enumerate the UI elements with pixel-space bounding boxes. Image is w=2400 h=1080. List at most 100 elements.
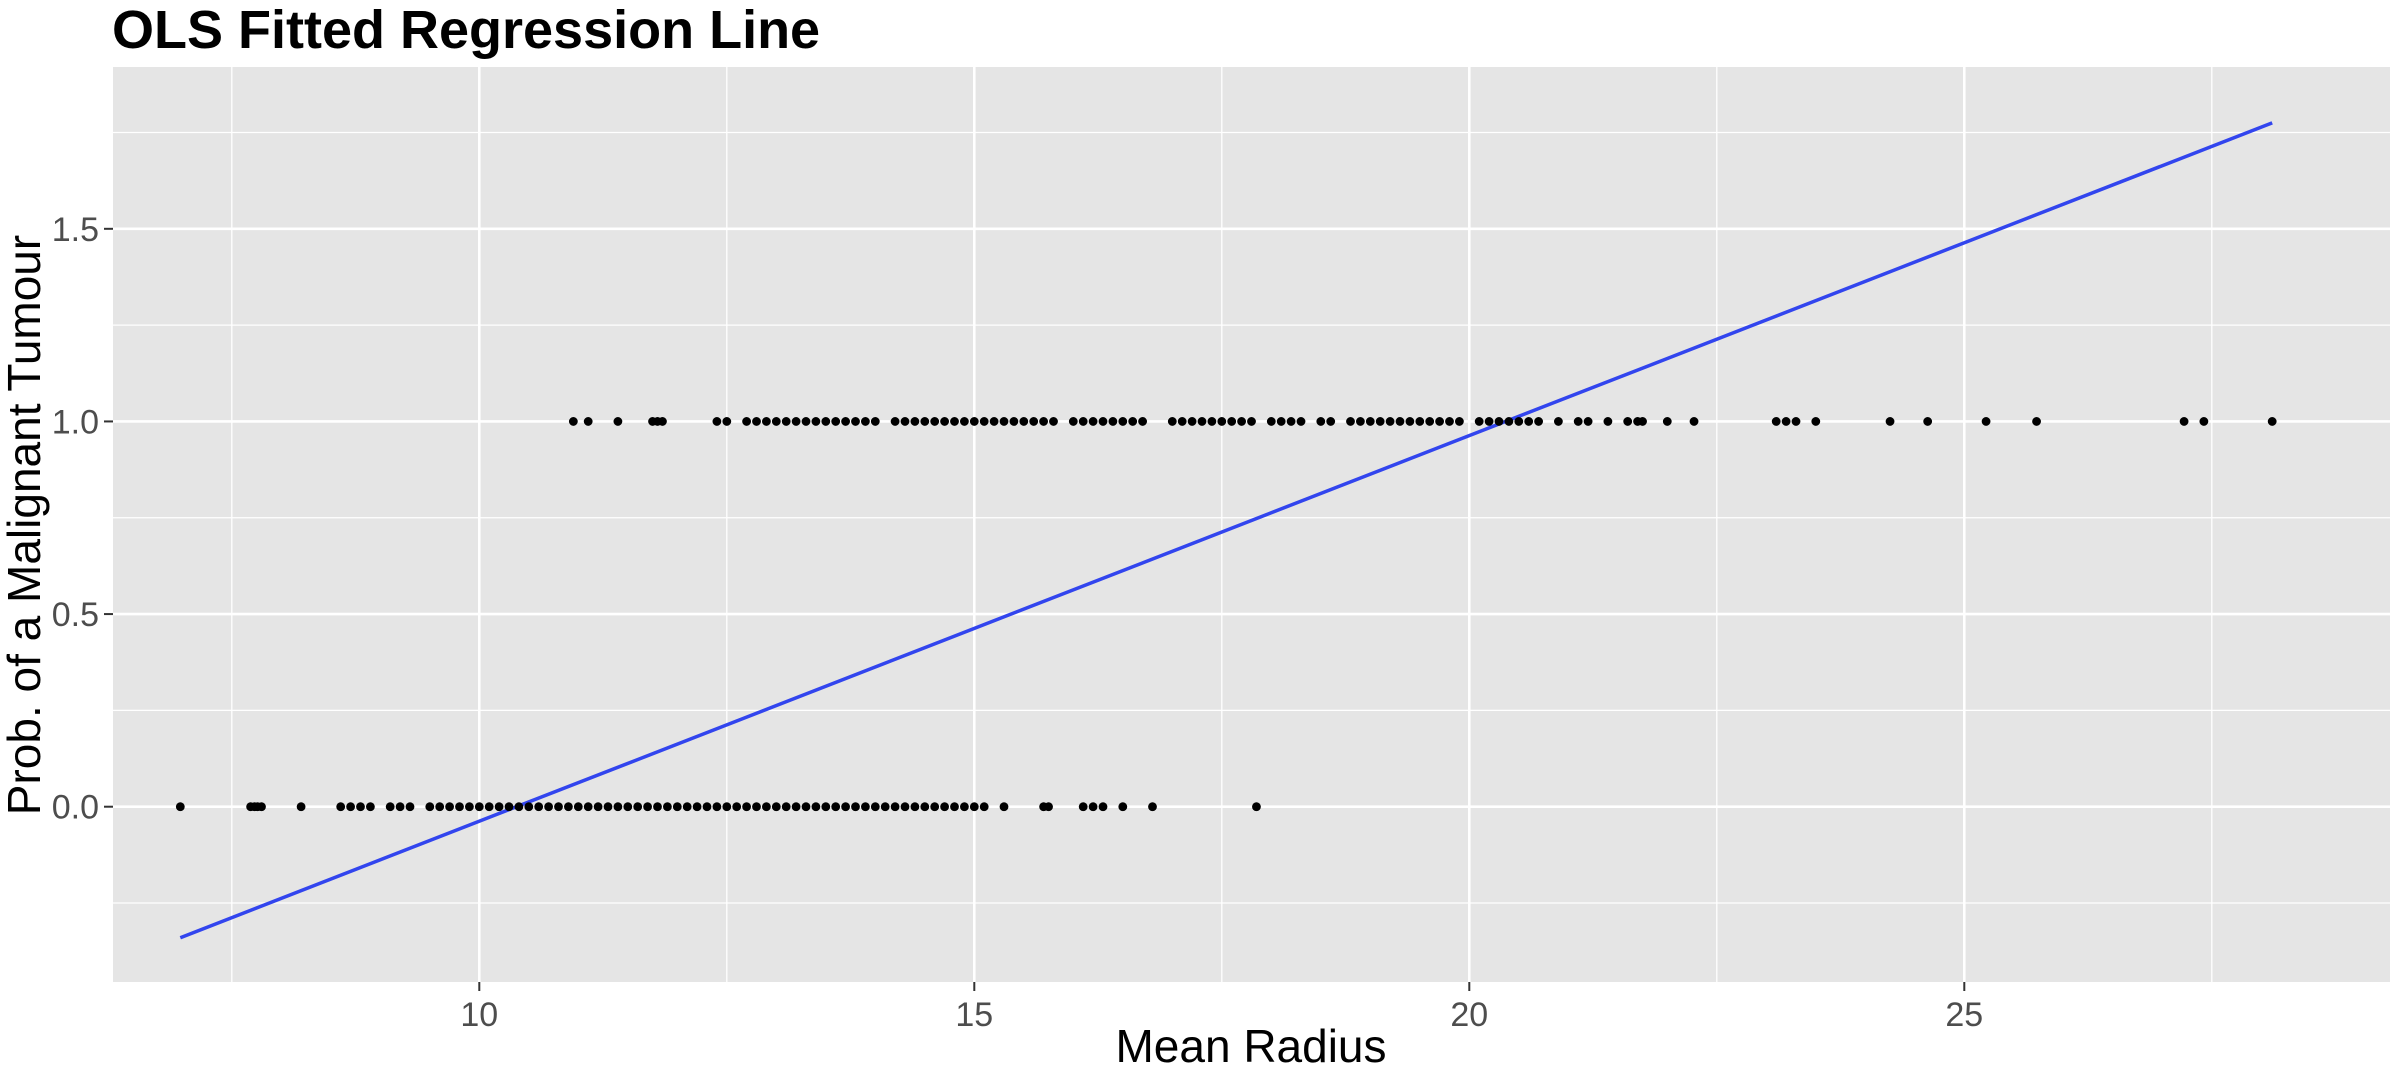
data-point (554, 802, 563, 812)
data-point (950, 417, 959, 426)
data-point (999, 802, 1009, 812)
data-point (1455, 417, 1464, 426)
data-point (1326, 417, 1336, 426)
data-point (702, 802, 712, 812)
data-point (395, 802, 405, 812)
data-point (712, 417, 722, 426)
data-point (821, 802, 831, 812)
data-point (1554, 417, 1563, 426)
data-point (771, 802, 781, 812)
data-point (2199, 417, 2209, 426)
data-point (613, 802, 623, 812)
data-point (1494, 417, 1504, 426)
data-point (1138, 417, 1147, 426)
data-point (474, 802, 484, 812)
data-point (950, 802, 959, 812)
data-point (445, 802, 454, 812)
data-point (1811, 417, 1821, 426)
data-point (1167, 417, 1177, 426)
data-point (1237, 417, 1246, 426)
data-point (1187, 417, 1197, 426)
data-point (1583, 417, 1593, 426)
y-tick-label: 1.0 (52, 403, 99, 441)
data-point (752, 802, 761, 812)
data-point (1771, 417, 1781, 426)
data-point (583, 417, 593, 426)
data-point (712, 802, 722, 812)
data-point (643, 802, 652, 812)
data-point (1415, 417, 1425, 426)
data-point (296, 802, 306, 812)
data-point (1781, 417, 1791, 426)
data-point (900, 417, 910, 426)
data-point (791, 417, 801, 426)
data-point (979, 417, 989, 426)
x-axis: 10 15 20 25 (460, 982, 1983, 1034)
data-point (1286, 417, 1296, 426)
data-point (603, 802, 613, 812)
data-point (1923, 417, 1933, 426)
data-point (2032, 417, 2041, 426)
data-point (1029, 417, 1039, 426)
data-point (771, 417, 781, 426)
data-point (1039, 417, 1048, 426)
data-point (762, 802, 771, 812)
plot-panel (113, 67, 2390, 982)
data-point (658, 417, 667, 426)
data-point (385, 802, 395, 812)
data-point (1108, 417, 1118, 426)
data-point (722, 417, 732, 426)
data-point (175, 802, 185, 812)
data-point (682, 802, 692, 812)
data-point (1019, 417, 1029, 426)
data-point (366, 802, 375, 812)
data-point (484, 802, 494, 812)
data-point (1227, 417, 1237, 426)
data-point (940, 802, 949, 812)
data-point (435, 802, 445, 812)
data-point (870, 802, 880, 812)
data-point (1603, 417, 1613, 426)
data-point (257, 802, 266, 812)
data-point (1088, 417, 1098, 426)
data-point (1068, 417, 1078, 426)
data-point (504, 802, 514, 812)
data-point (2179, 417, 2189, 426)
data-point (979, 802, 989, 812)
data-point (573, 802, 583, 812)
data-point (514, 802, 524, 812)
data-point (732, 802, 742, 812)
data-point (1365, 417, 1375, 426)
data-point (1435, 417, 1444, 426)
data-point (623, 802, 633, 812)
data-point (811, 417, 821, 426)
data-point (564, 802, 573, 812)
data-point (356, 802, 365, 812)
x-tick-label: 20 (1450, 996, 1488, 1034)
data-point (544, 802, 553, 812)
data-point (613, 417, 623, 426)
data-point (900, 802, 910, 812)
data-point (831, 802, 841, 812)
data-point (930, 802, 940, 812)
data-point (405, 802, 415, 812)
data-point (568, 417, 578, 426)
data-point (2267, 417, 2277, 426)
data-point (1078, 417, 1088, 426)
data-point (1009, 417, 1019, 426)
data-point (910, 802, 920, 812)
data-point (969, 417, 979, 426)
data-point (1128, 417, 1138, 426)
data-point (960, 417, 969, 426)
x-tick-label: 10 (460, 996, 498, 1034)
data-point (1252, 802, 1261, 812)
data-point (791, 802, 801, 812)
data-point (1346, 417, 1355, 426)
data-point (1514, 417, 1524, 426)
data-point (930, 417, 940, 426)
data-point (1118, 417, 1128, 426)
data-point (1885, 417, 1895, 426)
data-point (831, 417, 841, 426)
